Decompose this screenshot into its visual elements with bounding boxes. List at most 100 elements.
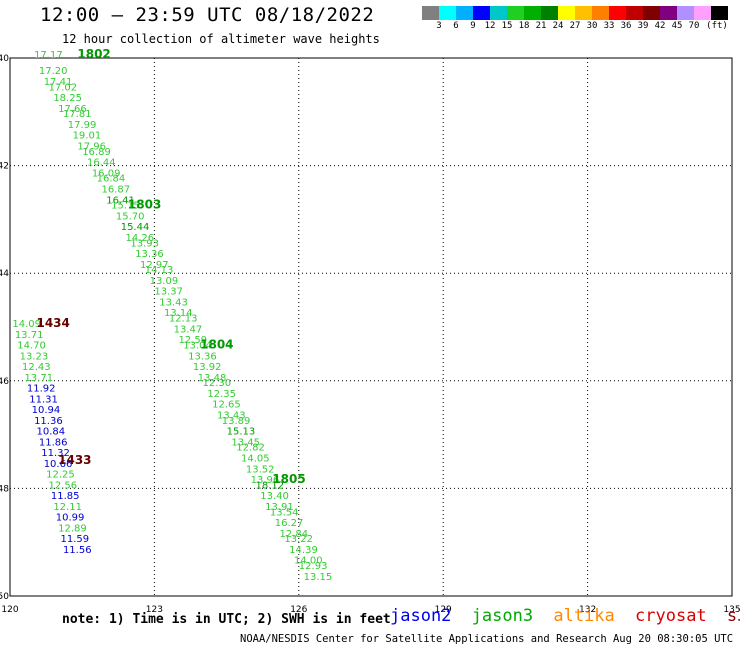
wave-height-value: 13.91 (265, 502, 294, 513)
legend-label: 24 (552, 21, 564, 31)
lat-tick-label: -46 (0, 377, 9, 387)
credit-line: NOAA/NESDIS Center for Satellite Applica… (240, 633, 740, 645)
wave-height-value: 12.56 (49, 480, 78, 491)
wave-height-value: 13.23 (20, 351, 49, 362)
lon-tick-label: 126 (290, 605, 307, 615)
legend-swatch (660, 6, 677, 20)
wave-height-value: 14.09 (12, 319, 41, 330)
wave-height-value: 13.96 (251, 475, 280, 486)
wave-height-value: 10.94 (32, 405, 61, 416)
legend-swatch (558, 6, 575, 20)
wave-height-value: 17.17 (34, 50, 63, 61)
wave-height-value: 12.89 (58, 523, 87, 534)
wave-height-value: 13.37 (154, 287, 183, 298)
legend-label: 27 (569, 21, 581, 31)
wave-height-value: 12.30 (203, 378, 232, 389)
page-title: 12:00 — 23:59 UTC 08/18/2022 (40, 4, 375, 26)
track-id-label: 1803 (128, 198, 161, 212)
wave-height-value: 13.36 (188, 351, 217, 362)
legend-swatch (609, 6, 626, 20)
legend-label: 12 (484, 21, 496, 31)
legend-swatch (422, 6, 439, 20)
wave-height-value: 13.48 (198, 373, 227, 384)
wave-height-value: 11.56 (63, 545, 92, 556)
wave-height-value: 13.47 (174, 324, 203, 335)
wave-height-value: 17.96 (77, 141, 106, 152)
wave-height-value: 14.70 (17, 341, 46, 352)
wave-height-value: 17.02 (49, 82, 78, 93)
wave-height-value: 17.66 (58, 104, 87, 115)
legend-label: 39 (637, 21, 649, 31)
lon-tick-label: 135 (723, 605, 740, 615)
legend-swatch (626, 6, 643, 20)
satellite-key: jason2 jason3 altika cryosat s3a (390, 606, 740, 626)
legend-swatch (541, 6, 558, 20)
legend-swatch (524, 6, 541, 20)
wave-height-value: 13.43 (159, 297, 188, 308)
wave-height-value: 13.40 (260, 491, 289, 502)
wave-height-value: 12.93 (299, 561, 328, 572)
sat-altika: altika (553, 606, 615, 626)
lon-tick-label: 129 (435, 605, 452, 615)
map-frame (9, 57, 733, 597)
wave-height-value: 13.54 (270, 507, 299, 518)
legend-swatches (422, 6, 728, 20)
wave-height-value: 13.71 (15, 330, 44, 341)
wave-height-value: 11.36 (34, 416, 63, 427)
legend-swatch (507, 6, 524, 20)
wave-height-value: 13.52 (246, 464, 275, 475)
page-subtitle: 12 hour collection of altimeter wave hei… (62, 32, 380, 46)
wave-height-value: 13.15 (304, 572, 333, 583)
wave-height-value: 14.39 (289, 545, 318, 556)
track-id-label: 1805 (272, 472, 305, 486)
wave-height-value: 10.66 (44, 459, 73, 470)
wave-height-value: 11.86 (39, 437, 68, 448)
lon-tick-label: 123 (146, 605, 163, 615)
wave-height-value: 17.20 (39, 66, 68, 77)
wave-height-value: 16.44 (87, 158, 116, 169)
wave-height-value: 12.82 (236, 443, 265, 454)
wave-height-value: 14.05 (241, 454, 270, 465)
legend-swatch (575, 6, 592, 20)
wave-height-value: 18.25 (53, 93, 82, 104)
color-legend: 3 6 9 12 15 18 21 24 27 30 33 36 39 42 45 70 (ft) (422, 6, 728, 34)
wave-height-value: 16.87 (101, 185, 130, 196)
legend-label: 21 (535, 21, 547, 31)
sat-jason3: jason3 (471, 606, 534, 626)
wave-height-value: 12.35 (207, 389, 236, 400)
lat-tick-label: -42 (0, 162, 9, 172)
wave-height-value: 13.04 (183, 341, 212, 352)
wave-height-value: 14.00 (294, 556, 323, 567)
wave-height-value: 15.70 (116, 211, 145, 222)
wave-height-value: 13.09 (150, 276, 179, 287)
wave-height-value: 12.11 (53, 502, 82, 513)
legend-label: 18 (518, 21, 530, 31)
wave-height-value: 10.99 (56, 513, 85, 524)
legend-label: 9 (470, 21, 476, 31)
track-id-label: 1433 (58, 453, 91, 467)
wave-height-value: 18.12 (255, 480, 284, 491)
wave-height-value: 13.45 (231, 437, 260, 448)
wave-height-value: 19.01 (73, 131, 102, 142)
legend-labels: 3 6 9 12 15 18 21 24 27 30 33 36 39 42 45 70 (ft) (422, 20, 728, 34)
wave-height-value: 12.97 (140, 260, 169, 271)
wave-height-value: 11.85 (51, 491, 80, 502)
sat-cryosat: cryosat (635, 606, 707, 626)
track-id-label: 1802 (77, 47, 110, 61)
wave-height-value: 15.13 (227, 427, 256, 438)
legend-swatch (456, 6, 473, 20)
footer-note: note: 1) Time is in UTC; 2) SWH is in fe… (62, 612, 391, 627)
lat-tick-label: -40 (0, 54, 9, 64)
wave-height-value: 17.99 (68, 120, 97, 131)
wave-height-value: 13.36 (135, 249, 164, 260)
wave-height-value: 17.41 (44, 77, 73, 88)
sat-s3a: s3a (726, 606, 740, 626)
wave-height-value: 16.09 (92, 168, 121, 179)
wave-height-value: 10.84 (36, 427, 65, 438)
legend-label: 33 (603, 21, 615, 31)
legend-label: 15 (501, 21, 513, 31)
legend-label: 30 (586, 21, 598, 31)
legend-label: 70 (688, 21, 700, 31)
legend-swatch (711, 6, 728, 20)
